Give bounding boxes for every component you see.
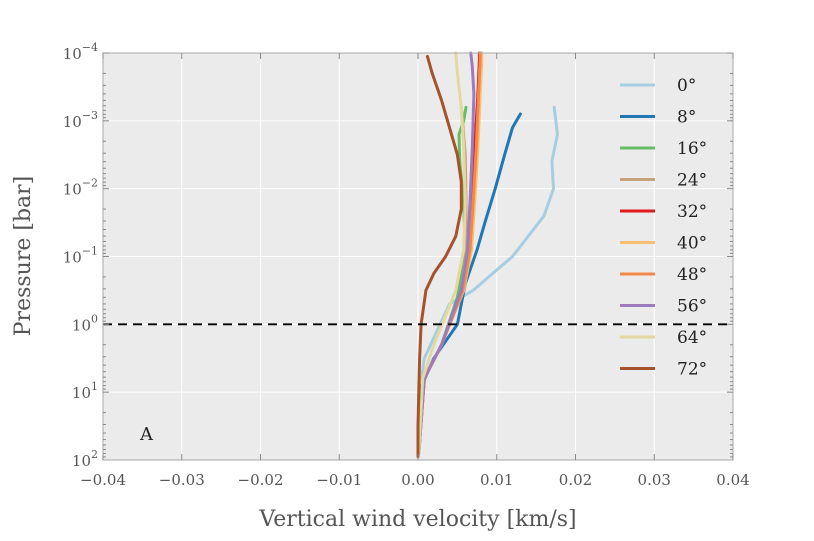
x-tick-label: 0.02	[559, 471, 592, 489]
x-axis-title: Vertical wind velocity [km/s]	[258, 507, 576, 532]
legend-label: 0°	[677, 76, 696, 96]
x-tick-label: 0.00	[401, 471, 434, 489]
y-tick-label: 10−3	[63, 109, 98, 131]
y-tick-label: 100	[72, 312, 98, 334]
legend: 0° 8° 16° 24° 32° 40° 48° 56° 64° 72°	[620, 76, 707, 380]
x-tick-labels: −0.04 −0.03 −0.02 −0.01 0.00 0.01 0.02 0.03 0.04	[80, 471, 750, 489]
series-line-8	[417, 51, 476, 455]
y-axis-title: Pressure [bar]	[11, 176, 36, 337]
legend-label: 8°	[677, 108, 696, 128]
y-tick-label: 10−1	[63, 245, 98, 267]
legend-label: 32°	[677, 202, 707, 222]
legend-label: 40°	[677, 234, 707, 254]
x-tick-label: −0.03	[159, 471, 205, 489]
legend-label: 64°	[677, 328, 707, 348]
x-tick-label: −0.01	[316, 471, 362, 489]
x-tick-label: 0.04	[716, 471, 749, 489]
series-line-10	[416, 54, 463, 459]
x-tick-label: −0.04	[80, 471, 126, 489]
series-lines	[416, 51, 559, 459]
y-tick-labels: 10−4 10−3 10−2 10−1 100 101 102	[63, 41, 98, 470]
legend-label: 72°	[677, 360, 707, 380]
x-tick-label: 0.03	[638, 471, 671, 489]
legend-label: 48°	[677, 265, 707, 285]
series-line-1	[417, 105, 559, 455]
y-tick-label: 102	[72, 448, 98, 470]
y-tick-label: 101	[72, 380, 98, 402]
x-tick-label: −0.02	[238, 471, 284, 489]
legend-label: 16°	[677, 139, 707, 159]
x-tick-label: 0.01	[480, 471, 513, 489]
y-tick-label: 10−4	[63, 41, 98, 63]
legend-label: 56°	[677, 297, 707, 317]
ticks	[102, 52, 734, 460]
legend-label: 24°	[677, 171, 707, 191]
panel-label: A	[139, 424, 154, 445]
y-tick-label: 10−2	[63, 177, 98, 199]
series-line-9	[417, 51, 467, 455]
